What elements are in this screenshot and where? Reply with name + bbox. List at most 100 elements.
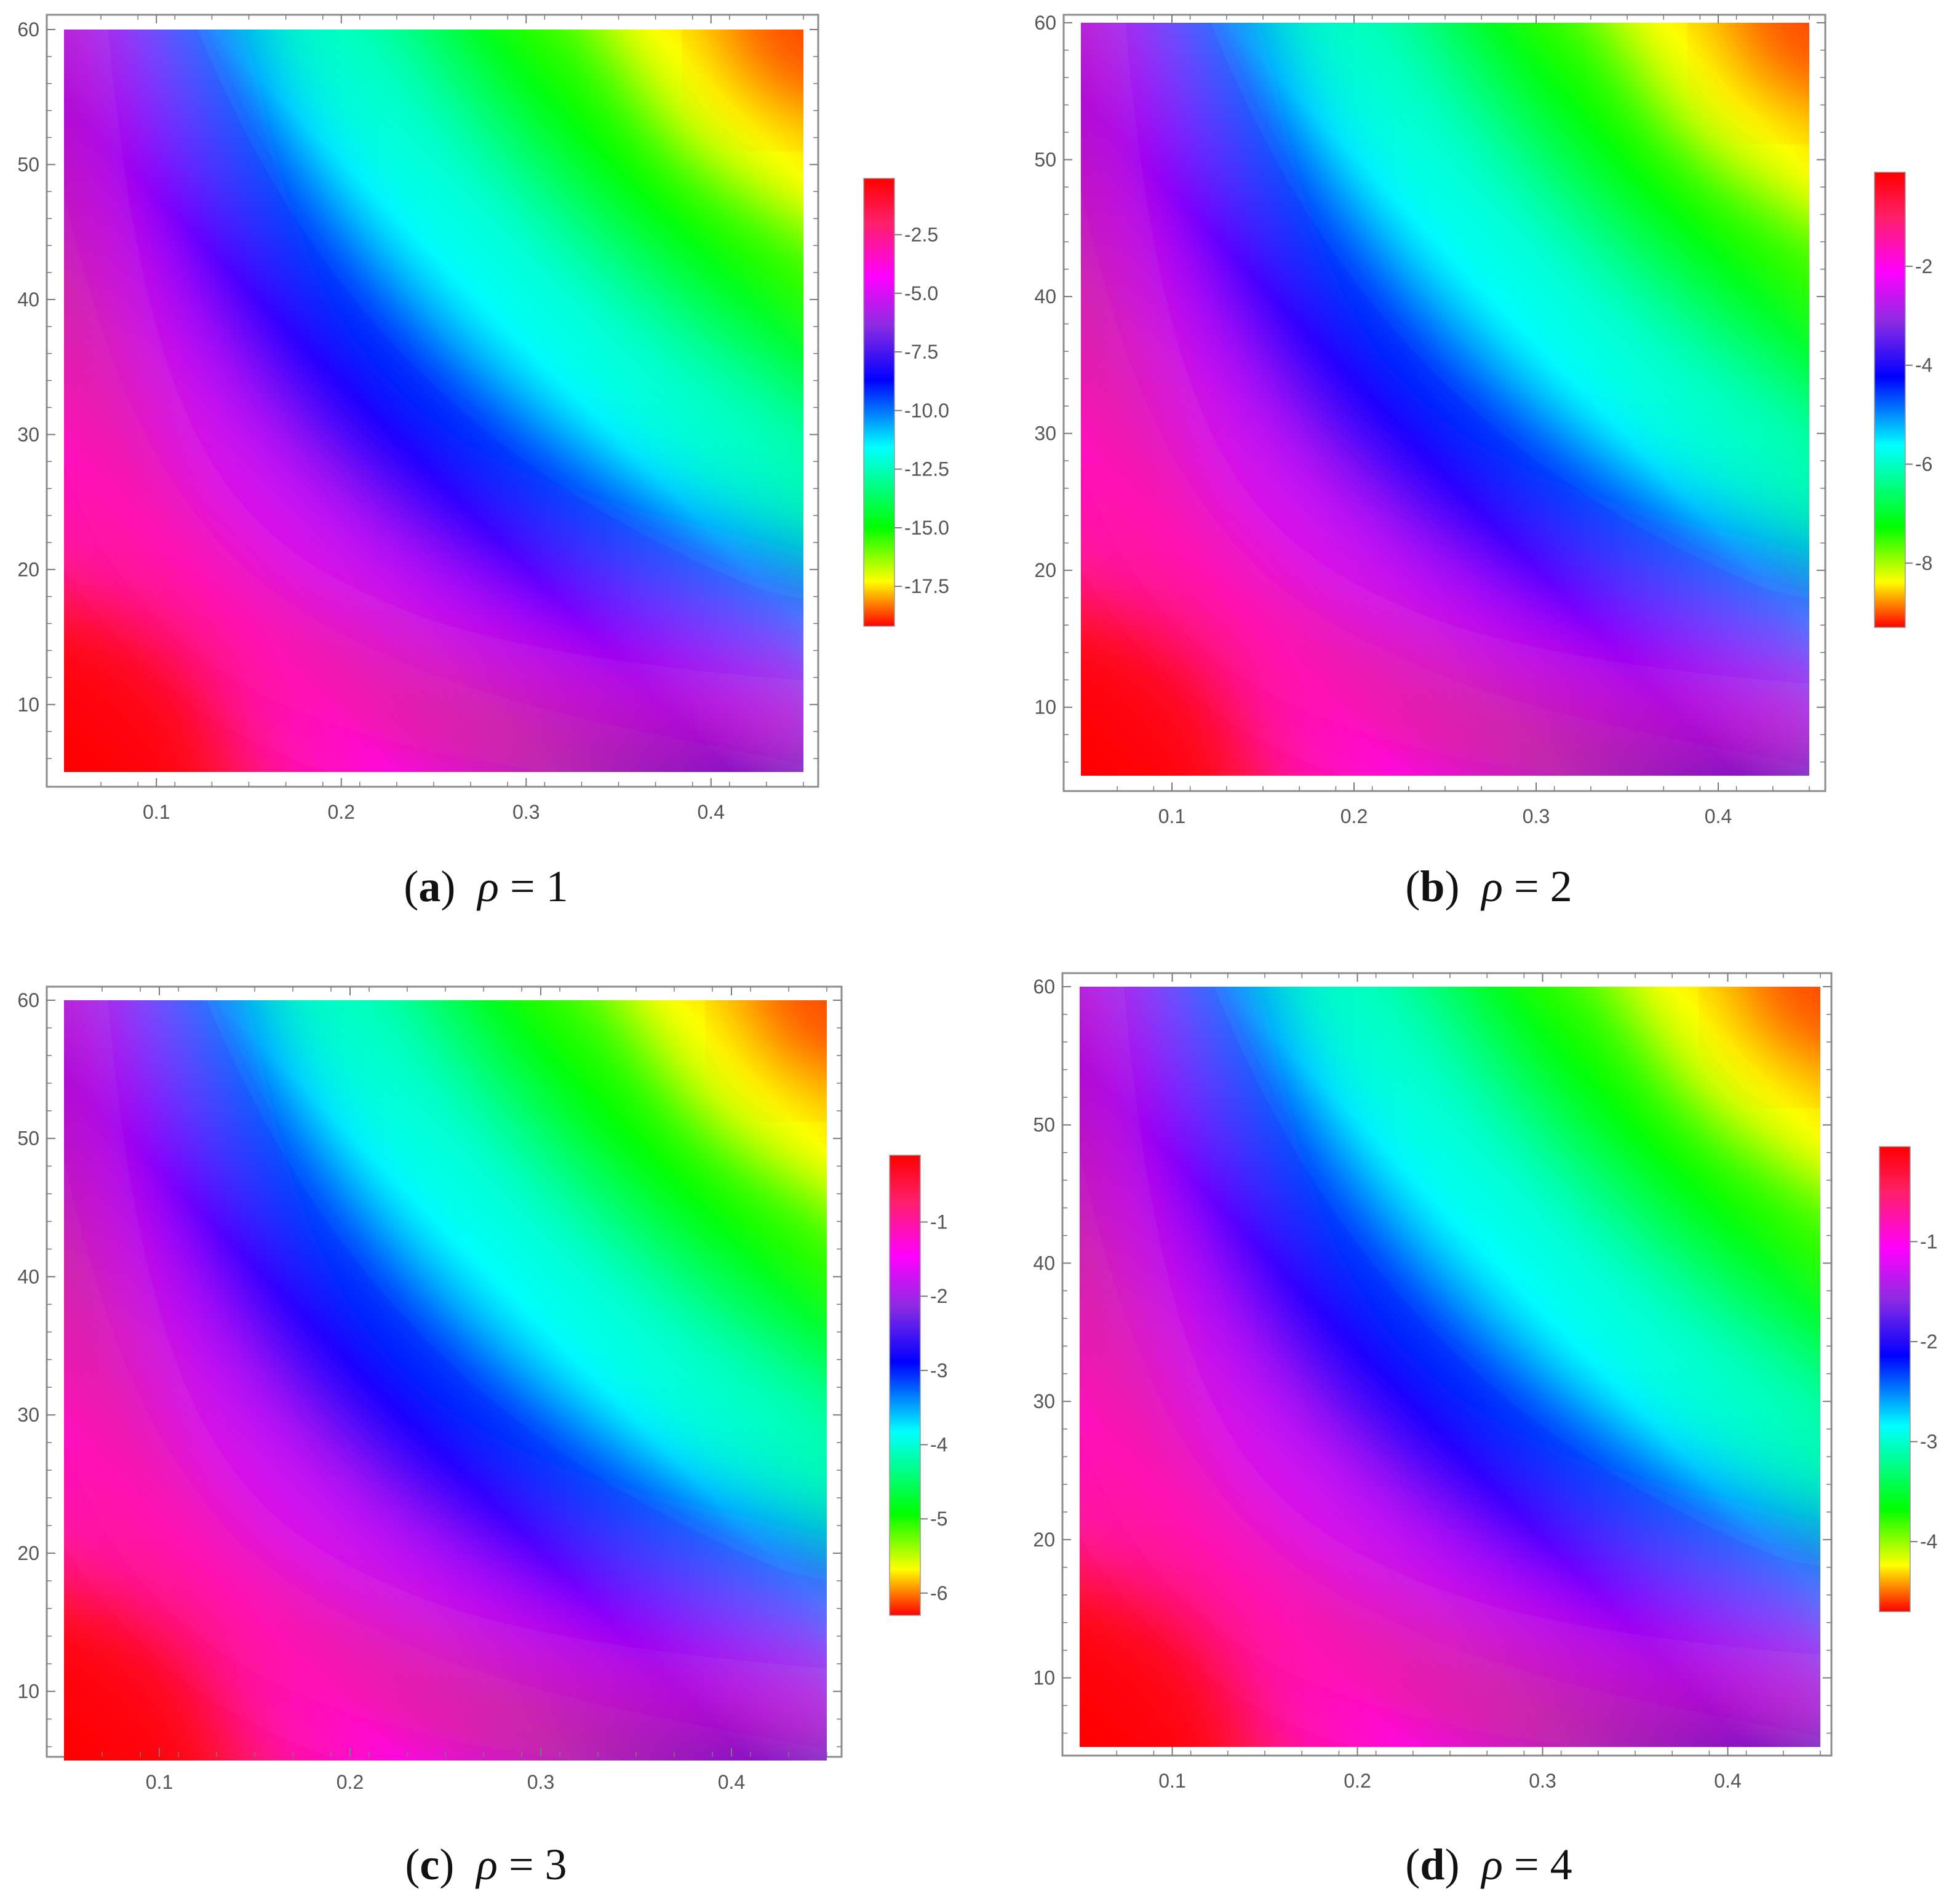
y-tick-label: 50 (1034, 149, 1056, 171)
density-field (64, 30, 803, 772)
caption-symbol: ρ (477, 862, 499, 911)
y-tick-label: 10 (17, 693, 39, 715)
caption-letter: c (420, 1840, 440, 1889)
y-tick-label: 20 (17, 1542, 39, 1564)
density-plot-b: 0.1 0.2 0.3 0.4 10 20 30 40 50 60 -2 -4 -6 -8 (1034, 12, 1932, 827)
y-tick-label: 60 (1033, 976, 1055, 998)
y-tick-label: 30 (17, 1404, 39, 1426)
max-region (64, 1601, 224, 1761)
contour-band (1464, 987, 1820, 1331)
density-field (64, 1000, 827, 1761)
caption-letter: a (418, 862, 441, 911)
caption-relation: = (1513, 862, 1539, 911)
caption-d: (d) ρ = 4 (1405, 1840, 1572, 1889)
contour-band (1309, 987, 1820, 1481)
color-legend-bar (863, 178, 895, 627)
legend-tick-label: -5 (930, 1508, 947, 1530)
x-tick-label: 0.3 (1529, 1770, 1556, 1792)
x-tick-label: 0.1 (1158, 1770, 1185, 1792)
min-region (1732, 23, 1809, 100)
y-tick-label: 40 (1033, 1252, 1055, 1274)
y-tick-label: 30 (17, 423, 39, 445)
y-tick-label: 20 (1034, 559, 1056, 581)
legend-tick-label: -4 (930, 1434, 947, 1456)
contour-band (461, 1000, 827, 1344)
y-tick-label: 60 (17, 18, 39, 41)
legend-tick-label: -4 (1920, 1530, 1937, 1553)
x-tick-label: 0.4 (1714, 1770, 1741, 1792)
x-tick-label: 0.1 (1158, 805, 1185, 827)
caption-value: 1 (546, 862, 568, 911)
legend-tick-label: -7.5 (904, 341, 938, 363)
contour-band (1081, 23, 1809, 776)
panel-a: 0.1 0.2 0.3 0.4 10 20 30 40 50 60 -2.5 -5.0 -7.5 -10.… (0, 0, 980, 824)
y-tick-label: 30 (1033, 1390, 1055, 1412)
contour-band (1169, 987, 1820, 1616)
contour-band (293, 30, 803, 513)
min-region (726, 30, 803, 107)
caption-symbol: ρ (476, 1840, 498, 1889)
legend-tick-label: -6 (1915, 453, 1932, 476)
legend-tick-label: -17.5 (904, 575, 949, 597)
x-tick-label: 0.2 (1344, 1770, 1371, 1792)
legend-tick-label: -1 (1920, 1230, 1937, 1252)
y-tick-label: 60 (17, 989, 39, 1011)
y-tick-label: 20 (17, 559, 39, 581)
color-legend-bar (1879, 1146, 1911, 1612)
x-tick-label: 0.3 (1523, 805, 1550, 827)
contour-band (1080, 987, 1820, 1747)
caption-letter: b (1420, 862, 1445, 911)
x-tick-label: 0.1 (143, 801, 170, 823)
legend-tick-label: -3 (930, 1359, 947, 1382)
x-tick-label: 0.4 (698, 801, 725, 823)
contour-band (1305, 23, 1809, 512)
legend-tick-label: -2 (930, 1285, 947, 1307)
y-tick-label: 50 (1033, 1114, 1055, 1136)
y-tick-label: 30 (1034, 423, 1056, 445)
density-field (1080, 987, 1820, 1747)
min-region (1743, 987, 1820, 1064)
caption-value: 4 (1550, 1840, 1572, 1889)
y-tick-label: 10 (1034, 696, 1056, 718)
x-tick-label: 0.3 (512, 801, 540, 823)
x-tick-label: 0.3 (527, 1771, 554, 1793)
y-tick-label: 10 (17, 1681, 39, 1703)
legend-tick-label: -1 (930, 1211, 947, 1233)
caption-relation: = (1513, 1840, 1539, 1889)
contour-band (1080, 987, 1820, 1728)
density-field (1081, 23, 1809, 776)
contour-band (1168, 23, 1809, 647)
contour-band (64, 30, 803, 755)
x-tick-label: 0.4 (718, 1771, 745, 1793)
legend-tick-label: -12.5 (904, 458, 949, 480)
legend-tick-label: -6 (930, 1582, 947, 1604)
x-tick-label: 0.2 (1341, 805, 1368, 827)
contour-band (64, 1000, 827, 1761)
caption-value: 2 (1550, 862, 1572, 911)
density-plot-a: 0.1 0.2 0.3 0.4 10 20 30 40 50 60 -2.5 -5.0 -7.5 -10.… (17, 14, 949, 823)
y-tick-label: 10 (1033, 1667, 1055, 1689)
max-region (64, 612, 224, 772)
panel-c: 0.1 0.2 0.3 0.4 10 20 30 40 50 60 -1 -2 -3 -4 -5 -6 (0, 947, 980, 1808)
density-plot-c: 0.1 0.2 0.3 0.4 10 20 30 40 50 60 -1 -2 -3 -4 -5 -6 (17, 985, 947, 1793)
y-tick-label: 50 (17, 1128, 39, 1150)
caption-a: (a) ρ = 1 (404, 862, 568, 911)
legend-tick-label: -2.5 (904, 223, 938, 245)
legend-tick-label: -4 (1915, 354, 1932, 376)
legend-tick-label: -15.0 (904, 517, 949, 539)
color-legend-bar (1874, 172, 1906, 628)
y-tick-label: 40 (17, 288, 39, 311)
contour-band (1081, 23, 1809, 757)
x-tick-label: 0.1 (146, 1771, 173, 1793)
color-legend-bar (889, 1155, 921, 1616)
panel-b: 0.1 0.2 0.3 0.4 10 20 30 40 50 60 -2 -4 -6 -8 (980, 0, 1960, 827)
x-tick-label: 0.2 (328, 801, 355, 823)
legend-tick-label: -2 (1920, 1331, 1937, 1353)
legend-tick-label: -3 (1920, 1431, 1937, 1453)
caption-value: 3 (544, 1840, 567, 1889)
y-tick-label: 50 (17, 153, 39, 175)
x-tick-label: 0.2 (337, 1771, 364, 1793)
y-tick-label: 20 (1033, 1529, 1055, 1551)
max-region (1080, 1587, 1240, 1747)
